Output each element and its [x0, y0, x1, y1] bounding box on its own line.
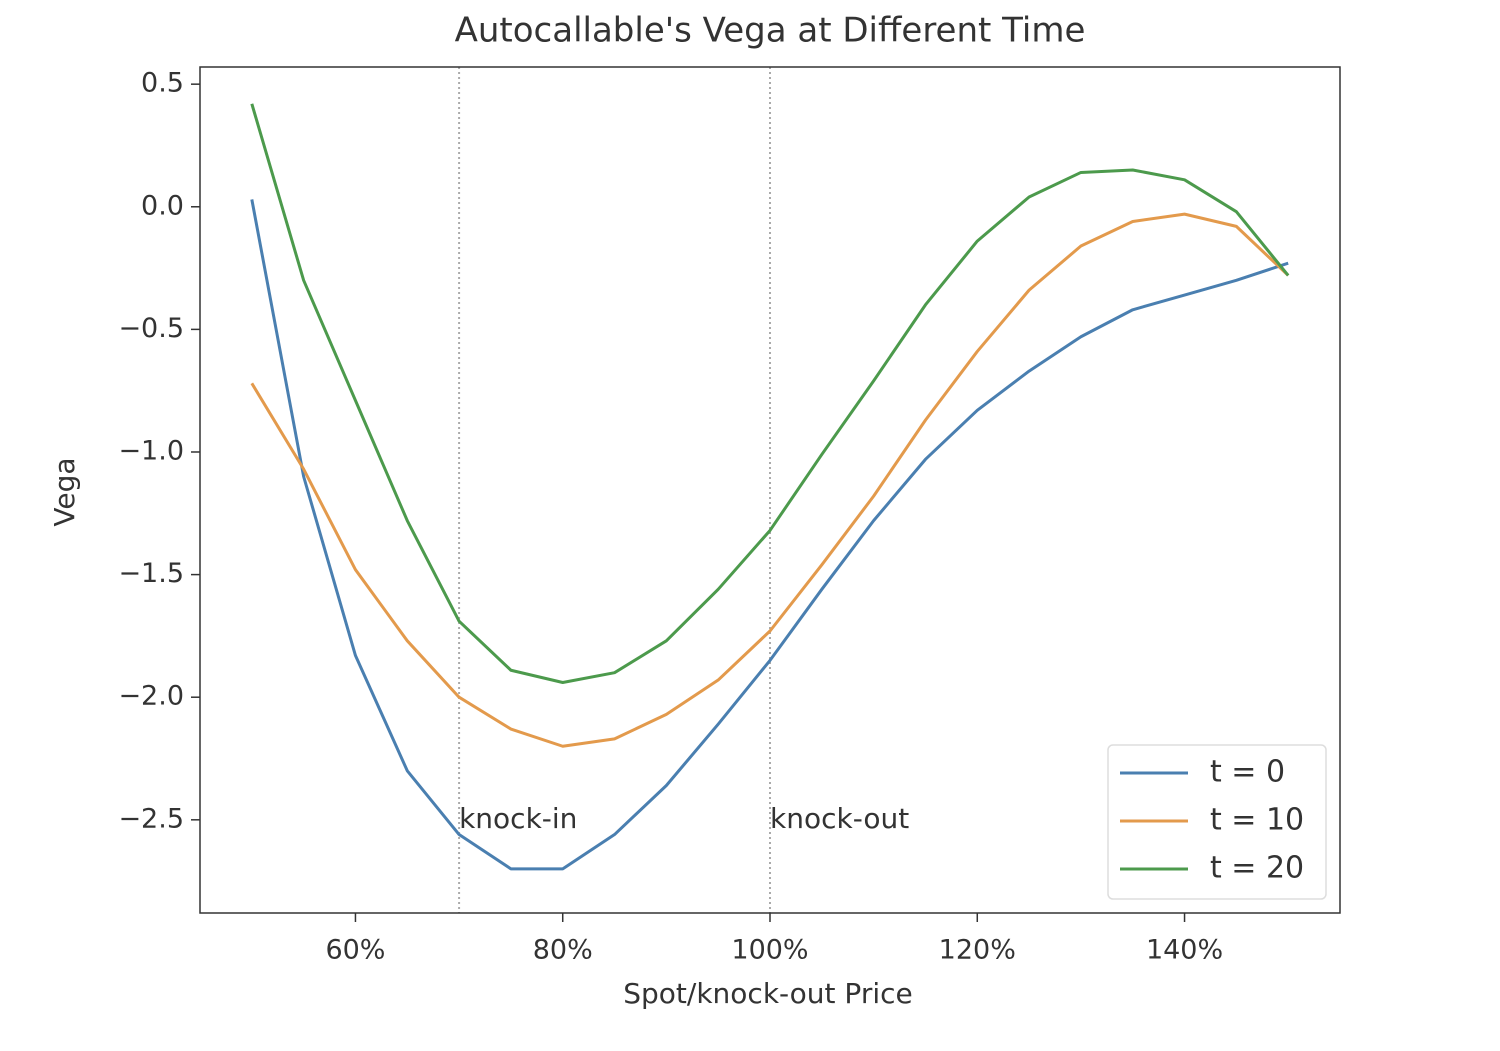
line-series [250, 199, 1289, 871]
y-tick-label: −2.0 [118, 681, 184, 712]
annotation: knock-in [459, 802, 577, 835]
x-tick-label: 100% [731, 935, 808, 966]
line-series [250, 103, 1290, 684]
legend-label: t = 10 [1210, 803, 1304, 838]
legend: t = 0 t = 10 t = 20 [1107, 744, 1327, 900]
plot-frame [199, 66, 1341, 914]
y-tick-label: 0.5 [141, 68, 184, 99]
y-tick-label: −0.5 [118, 313, 184, 344]
legend-box [1107, 744, 1327, 900]
line-series [250, 212, 1290, 748]
y-tick-label: −1.0 [118, 435, 184, 466]
annotation: knock-out [770, 802, 909, 835]
x-tick-label: 80% [533, 935, 593, 966]
legend-label: t = 20 [1210, 851, 1304, 886]
x-tick-label: 140% [1146, 935, 1223, 966]
legend-label: t = 0 [1210, 755, 1285, 790]
y-tick-label: −1.5 [118, 558, 184, 589]
y-tick-label: 0.0 [141, 190, 184, 221]
y-tick-label: −2.5 [118, 803, 184, 834]
chart-title: Autocallable's Vega at Different Time [455, 11, 1086, 51]
x-axis-label: Spot/knock-out Price [623, 977, 912, 1010]
y-axis-label: Vega [48, 457, 81, 526]
x-tick-label: 60% [325, 935, 385, 966]
x-tick-label: 120% [939, 935, 1016, 966]
